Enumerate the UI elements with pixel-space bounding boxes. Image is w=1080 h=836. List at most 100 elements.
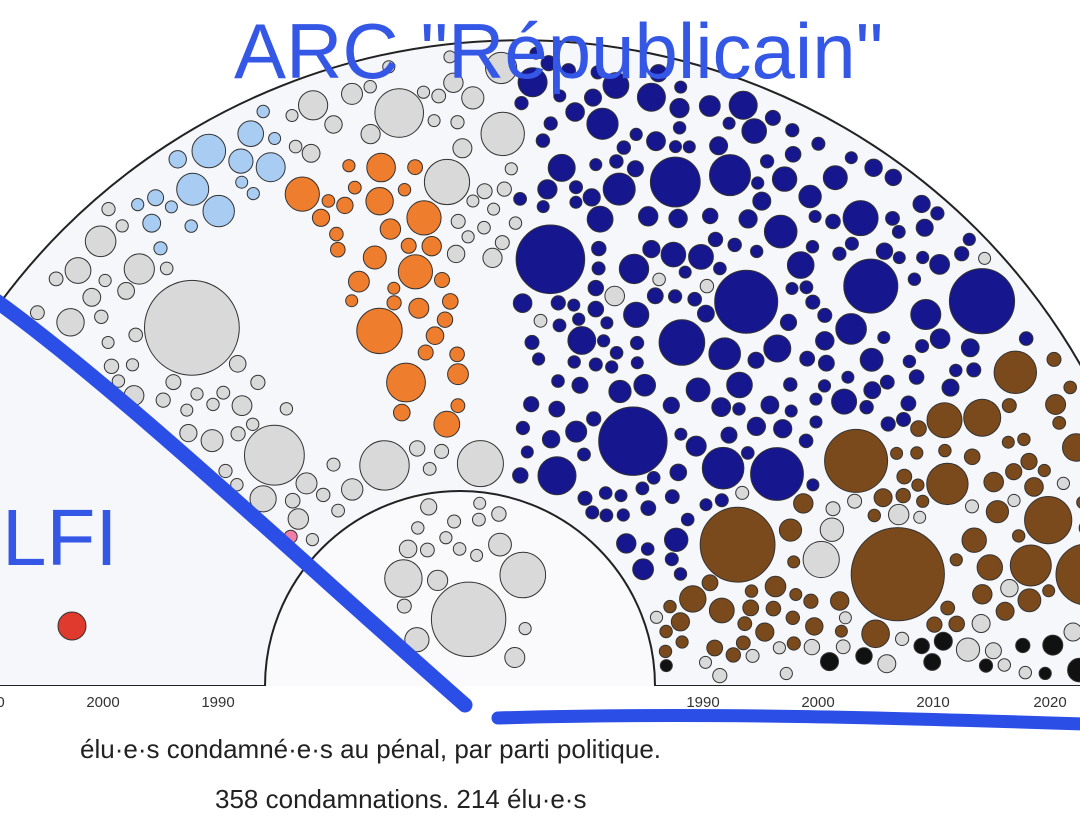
bubble <box>779 666 793 681</box>
bubble <box>144 279 240 376</box>
bubble <box>725 647 741 663</box>
axis-tick-label: 2000 <box>801 694 834 711</box>
bubble <box>972 584 993 605</box>
bubble <box>817 379 832 393</box>
bubble <box>616 533 637 554</box>
bubble <box>616 508 630 522</box>
bubble <box>191 133 227 169</box>
bubble <box>785 282 799 295</box>
bubble <box>529 46 543 60</box>
bubble <box>598 406 668 476</box>
bubble <box>341 478 364 501</box>
bubble <box>614 489 628 503</box>
bubble <box>587 279 604 297</box>
bubble <box>783 377 798 392</box>
bubble <box>867 508 881 523</box>
bubble <box>473 496 487 510</box>
bubble <box>680 512 695 527</box>
bubble <box>569 180 583 195</box>
bubble <box>520 445 534 459</box>
bubble <box>159 261 174 276</box>
bubble <box>706 639 724 657</box>
bubble <box>1063 622 1080 642</box>
bubble <box>1018 665 1033 680</box>
bubble <box>799 350 816 367</box>
bubble <box>565 102 585 122</box>
bubble <box>404 627 430 653</box>
bubble <box>910 420 927 437</box>
bubble <box>397 254 433 290</box>
bubble <box>326 457 341 472</box>
bubble <box>284 176 320 212</box>
bubble <box>885 211 900 226</box>
bubble <box>805 294 821 310</box>
bubble <box>330 241 346 258</box>
bubble <box>1017 588 1042 613</box>
bubble <box>524 334 540 350</box>
bubble <box>155 392 171 408</box>
annotation-stroke <box>0 294 473 713</box>
bubble <box>892 251 906 265</box>
bubble <box>1018 331 1034 346</box>
bubble <box>216 385 231 400</box>
bubble <box>726 371 753 399</box>
bubble <box>963 398 1002 437</box>
bubble <box>649 64 668 83</box>
bubble <box>461 230 475 244</box>
bubble <box>891 225 906 239</box>
bubble <box>623 301 650 328</box>
bubbles <box>30 46 1080 684</box>
bubble <box>443 50 457 64</box>
bubble <box>84 225 117 258</box>
bubble <box>553 89 567 103</box>
bubble <box>728 90 758 120</box>
bubble <box>707 231 724 248</box>
bubble <box>1017 432 1031 447</box>
bubble <box>103 358 120 374</box>
bubble <box>817 307 833 323</box>
bubble <box>910 446 924 460</box>
bubble <box>618 253 650 285</box>
bubble <box>256 104 270 119</box>
bubble <box>835 313 867 345</box>
bubble <box>442 293 459 310</box>
bubble <box>963 448 981 466</box>
bubble <box>1024 477 1044 497</box>
bubble <box>540 55 557 72</box>
bubble <box>379 218 402 240</box>
bubble <box>831 388 858 415</box>
bubble <box>834 624 848 638</box>
bubble <box>598 486 613 500</box>
bubble <box>688 244 714 270</box>
bubble <box>1037 463 1051 478</box>
bubble <box>760 154 775 169</box>
bubble <box>142 213 162 233</box>
bubble <box>515 420 531 436</box>
bubble <box>56 308 85 337</box>
bubble <box>649 156 701 208</box>
bubble <box>907 272 922 286</box>
bubble <box>179 424 198 443</box>
bubble <box>1024 495 1073 545</box>
bubble <box>427 114 441 128</box>
bubble <box>64 257 92 284</box>
bubble <box>805 617 824 636</box>
bubble <box>673 567 688 581</box>
bubble <box>430 581 507 657</box>
bubble <box>679 585 707 613</box>
bubble <box>664 527 689 552</box>
bubble <box>662 396 680 414</box>
bubble <box>316 487 331 503</box>
bubble <box>1042 634 1064 656</box>
bubble <box>984 642 1002 660</box>
bubble <box>835 639 851 655</box>
bubble <box>803 638 821 656</box>
bubble <box>938 443 952 458</box>
side-annotation: LFI <box>2 493 118 582</box>
bubble <box>859 400 874 415</box>
bubble <box>727 237 742 253</box>
bubble <box>365 187 394 216</box>
bubble <box>971 614 991 633</box>
bubble <box>742 599 760 617</box>
